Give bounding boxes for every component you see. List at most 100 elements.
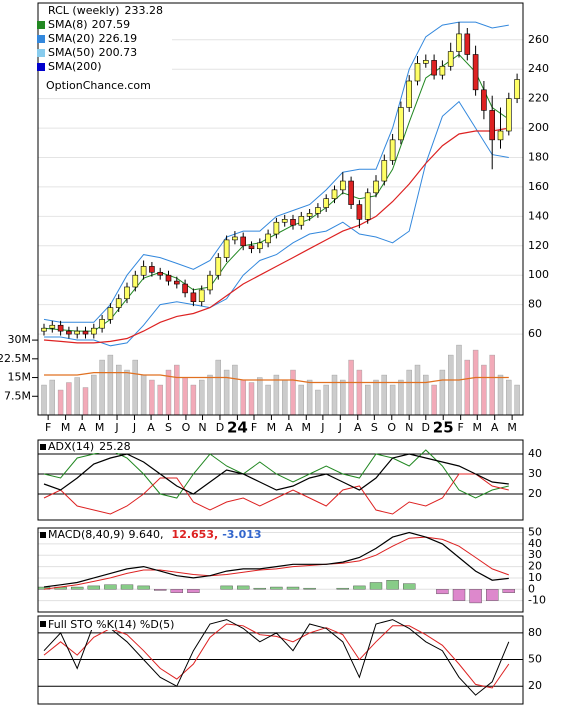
legend-name: SMA(200): [48, 60, 102, 73]
candle-body: [281, 219, 288, 223]
title-box: [40, 441, 140, 453]
volume-bar: [481, 364, 487, 416]
candle-body: [256, 242, 263, 250]
volume-bar: [190, 384, 197, 416]
x-tick-label: D: [422, 421, 430, 434]
legend: RCL (weekly) 233.28 OptionChance.com SMA(…: [37, 4, 172, 94]
histogram-bar: [436, 589, 449, 595]
x-tick-label: F: [251, 421, 257, 434]
histogram-bar: [120, 584, 134, 590]
candle-body: [174, 280, 180, 285]
y-tick-label: 10: [528, 571, 542, 584]
y-tick-label: 15M: [8, 371, 32, 384]
candle-body: [265, 233, 271, 244]
volume-bar: [489, 354, 495, 416]
title-box: [40, 529, 250, 541]
x-tick-label: 25: [433, 419, 454, 437]
hist-last: -3.013: [222, 528, 261, 541]
histogram-bar: [486, 589, 499, 601]
x-tick-label: M: [302, 421, 312, 434]
candle-body: [481, 89, 487, 111]
indicator-line: [43, 623, 510, 689]
volume-bar: [414, 364, 421, 416]
indicator-line: [44, 372, 509, 384]
legend-name: SMA(50): [48, 46, 95, 59]
y-tick-label: 60: [528, 327, 542, 340]
x-tick-label: N: [198, 421, 206, 434]
volume-bar: [232, 364, 238, 416]
y-tick-label: 7.5M: [4, 389, 31, 402]
histogram-bar: [253, 587, 267, 590]
legend-box: [40, 4, 172, 94]
candle-body: [389, 139, 396, 161]
histogram-bar: [286, 586, 300, 590]
x-tick-label: N: [405, 421, 413, 434]
volume-bar: [423, 374, 429, 416]
candle-body: [165, 274, 172, 282]
candle-body: [364, 192, 371, 220]
candle-body: [74, 330, 80, 335]
indicator-line: [43, 21, 509, 323]
histogram-bar: [469, 589, 482, 604]
macd-panel: [37, 527, 524, 613]
candle-body: [215, 257, 222, 276]
volume-bar: [49, 379, 55, 416]
candle-body: [447, 51, 454, 67]
volume-bar: [389, 384, 396, 416]
histogram-bar: [236, 585, 250, 590]
title: RCL (weekly): [48, 4, 119, 17]
volume-bar: [356, 369, 363, 416]
volume-bar: [298, 384, 304, 416]
legend-entry: SMA(50) 200.73: [48, 46, 137, 59]
volume-bar: [340, 379, 346, 416]
legend-entry: SMA(20) 226.19: [48, 32, 137, 45]
last: 25.28: [99, 440, 131, 453]
candle-body: [132, 274, 139, 288]
x-tick-label: J: [338, 421, 342, 434]
candle-body: [323, 198, 330, 208]
volume-bar: [91, 374, 97, 416]
y-tick-label: 40: [528, 447, 542, 460]
volume-bar: [381, 374, 387, 416]
candle-body: [115, 298, 122, 308]
candle-body: [356, 204, 363, 220]
candle-body: [190, 292, 197, 303]
y-tick-label: 20: [528, 560, 542, 573]
candle-body: [207, 274, 213, 291]
x-tick-label: D: [216, 421, 224, 434]
volume-bar: [497, 374, 504, 416]
histogram-bar: [386, 580, 399, 590]
candle-body: [456, 33, 462, 52]
candle-body: [472, 54, 479, 91]
candle-body: [331, 189, 338, 200]
x-tick-label: A: [491, 421, 499, 434]
candle-body: [298, 216, 305, 226]
volume-bar: [149, 379, 155, 416]
volume-bar: [398, 379, 404, 416]
indicator-line: [43, 453, 509, 495]
y-tick-label: 140: [528, 209, 549, 222]
candle-body: [99, 319, 105, 329]
histogram-bar: [187, 589, 200, 593]
x-tick-label: O: [182, 421, 191, 434]
volume-bar: [215, 359, 222, 416]
histogram-bar: [153, 589, 167, 591]
title: MACD(8,40,9): [48, 528, 125, 541]
volume-bar: [373, 379, 379, 416]
volume-bar: [365, 384, 371, 416]
histogram-bar: [87, 585, 101, 590]
candle-body: [140, 266, 147, 276]
candle-body: [381, 160, 388, 182]
legend-value: 207.59: [92, 18, 131, 31]
legend-swatch: [37, 49, 45, 57]
y-tick-label: 180: [528, 151, 549, 164]
x-tick-label: J: [114, 421, 118, 434]
volume-bar: [273, 374, 280, 416]
x-tick-label: A: [78, 421, 86, 434]
volume-bar: [41, 384, 47, 416]
y-tick-label: 30: [528, 467, 542, 480]
title-box: [40, 618, 190, 630]
volume-bar: [506, 379, 512, 416]
x-tick-label: F: [457, 421, 463, 434]
